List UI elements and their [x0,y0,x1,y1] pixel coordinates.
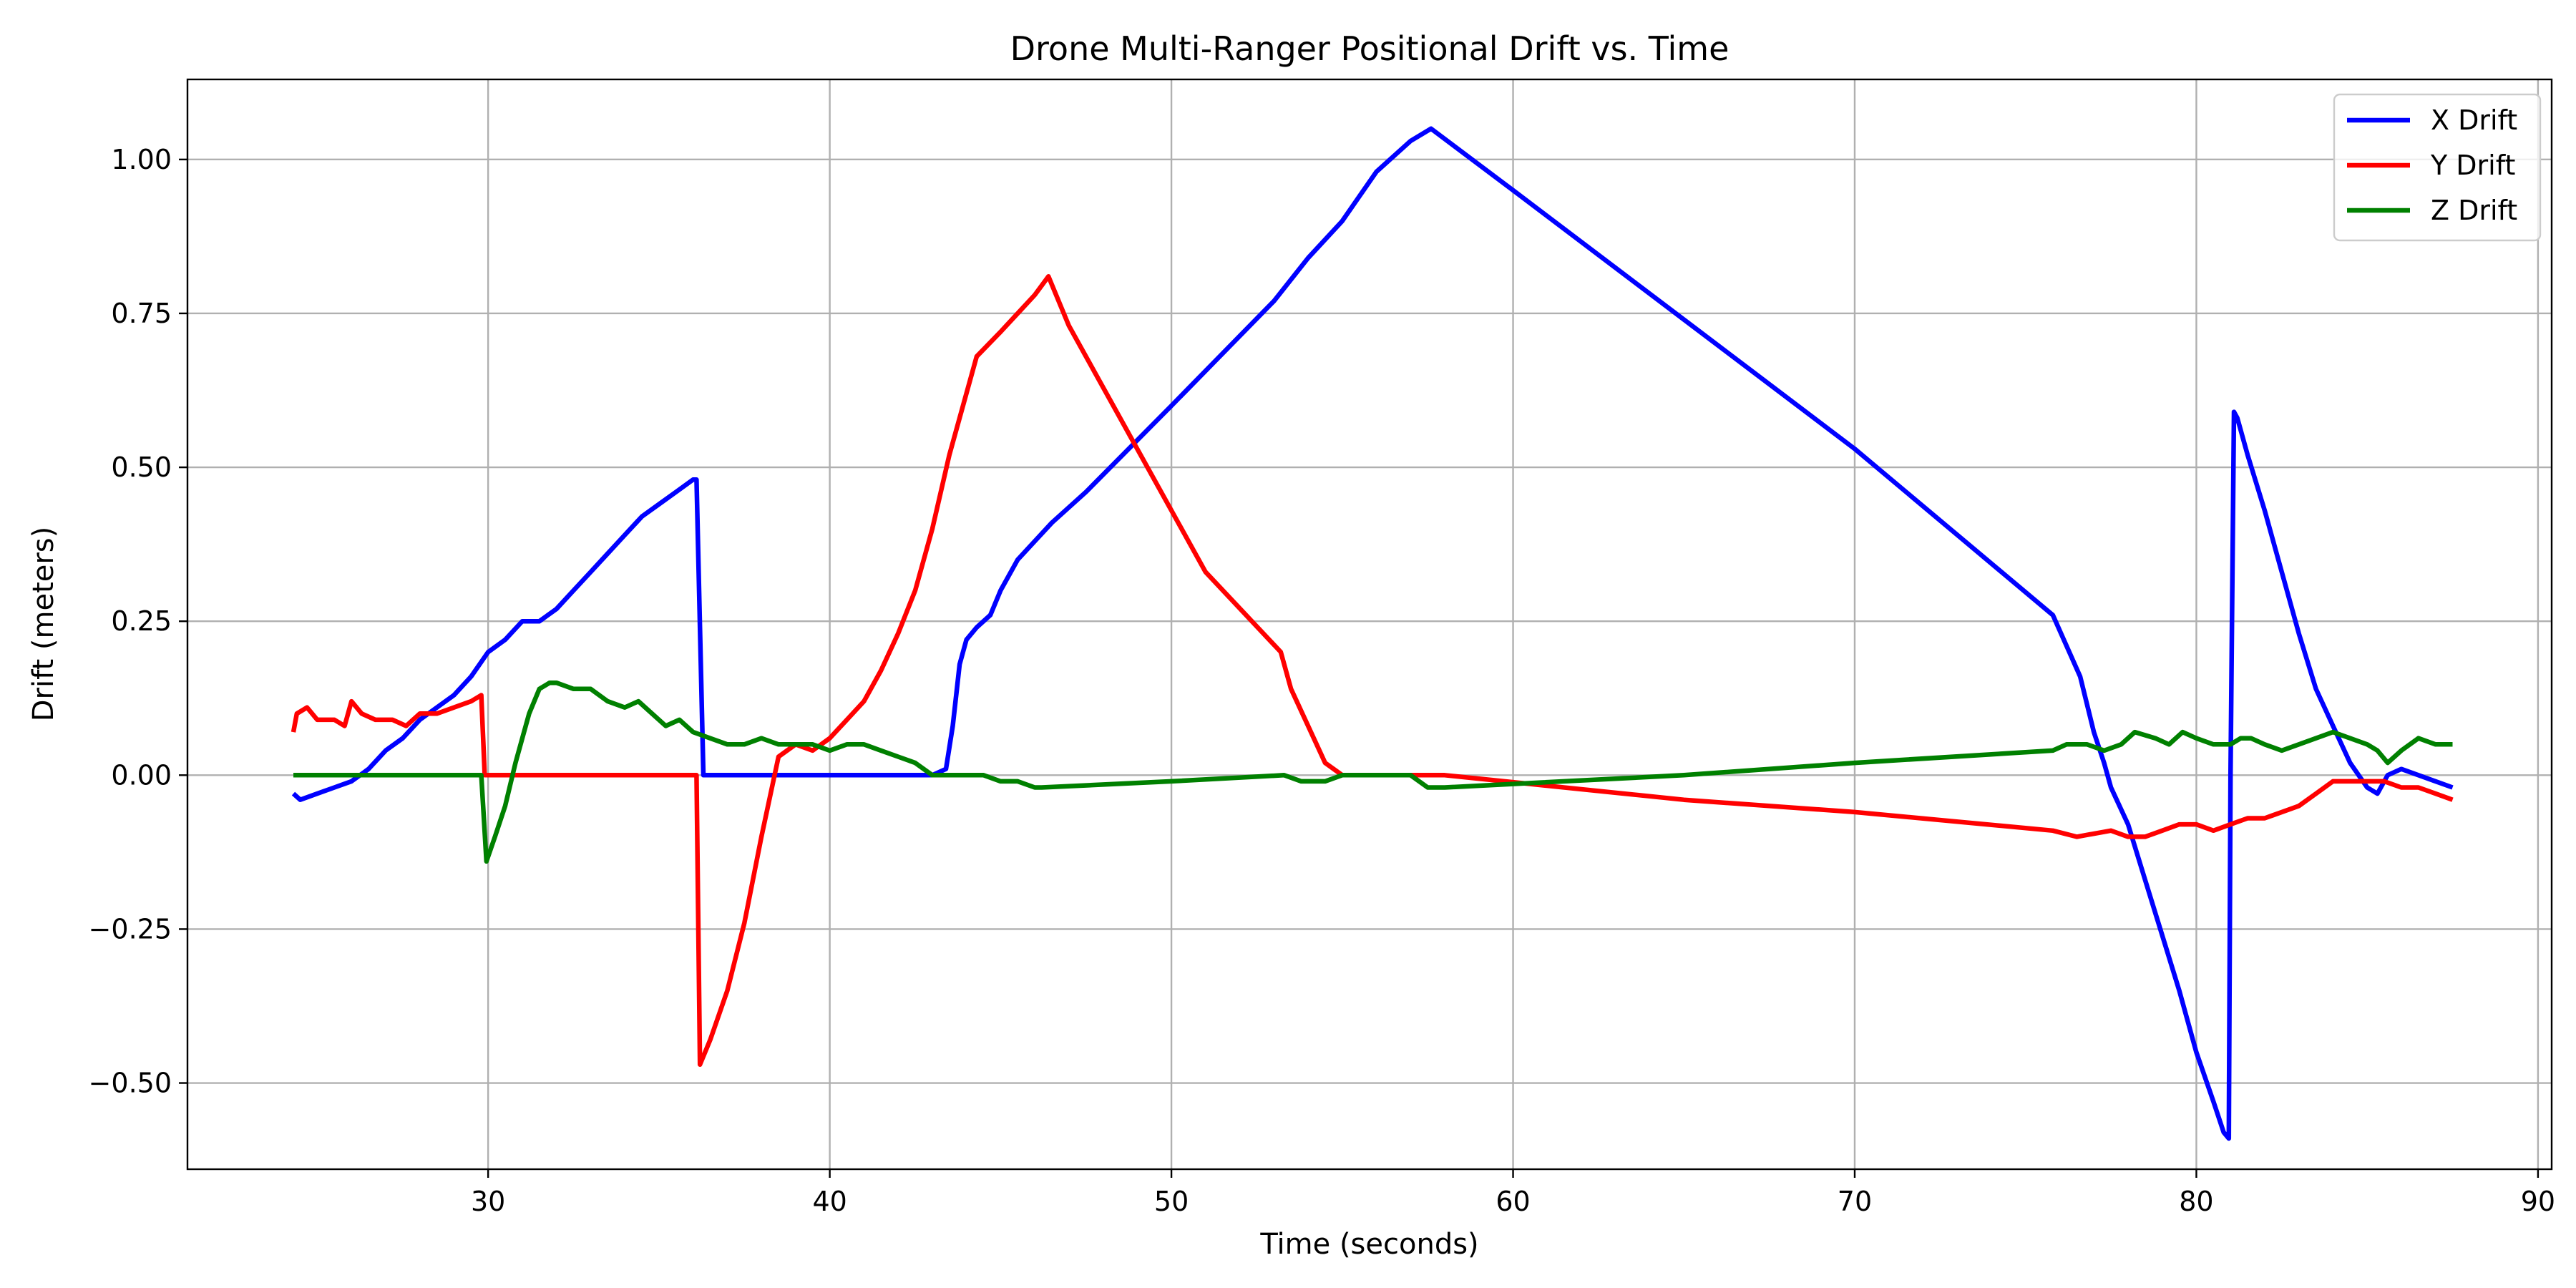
y-tick-label: 1.00 [111,144,172,175]
legend: X Drift Y Drift Z Drift [2333,93,2542,242]
series-line-x-drift [291,126,2454,1141]
axis-ticks: 30 40 50 60 70 80 90 −0.50 −0.25 0.00 0.25 0.50 0.75… [89,144,2556,1217]
y-axis-label: Drift (meters) [27,527,60,722]
x-tick-label: 40 [812,1186,847,1217]
y-tick-label: 0.00 [111,759,172,791]
legend-items: X Drift Y Drift Z Drift [2347,104,2517,226]
grid-lines [187,79,2552,1169]
x-axis-label: Time (seconds) [1259,1228,1478,1261]
x-tick-label: 30 [471,1186,505,1217]
legend-label-z-drift: Z Drift [2431,195,2517,226]
series-line-y-drift [291,274,2454,1067]
legend-box [2333,93,2542,242]
y-tick-label: −0.25 [89,913,172,945]
legend-label-x-drift: X Drift [2431,104,2517,136]
x-tick-label: 80 [2179,1186,2213,1217]
y-tick-label: 0.25 [111,605,172,637]
chart-title: Drone Multi-Ranger Positional Drift vs. … [1010,29,1729,68]
series-line-z-drift [293,680,2453,864]
x-tick-label: 60 [1496,1186,1530,1217]
y-tick-label: −0.50 [89,1068,172,1099]
plot-frame [186,78,2553,1171]
x-tick-label: 50 [1154,1186,1189,1217]
series-layer [291,126,2454,1141]
y-tick-label: 0.75 [111,298,172,329]
x-tick-label: 90 [2521,1186,2555,1217]
y-tick-label: 0.50 [111,452,172,483]
legend-label-y-drift: Y Drift [2430,150,2515,181]
x-tick-label: 70 [1838,1186,1872,1217]
